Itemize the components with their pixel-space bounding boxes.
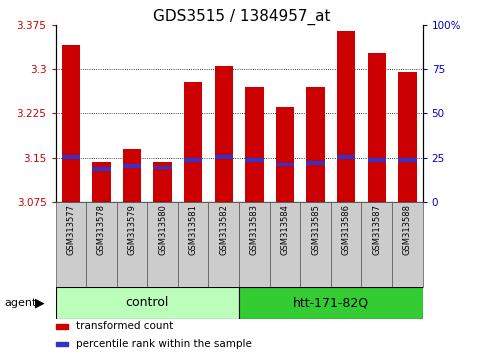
Text: GSM313579: GSM313579 [128, 204, 137, 255]
Text: GSM313588: GSM313588 [403, 204, 412, 255]
Bar [56, 342, 69, 346]
Bar [337, 31, 355, 202]
Text: GSM313585: GSM313585 [311, 204, 320, 255]
Bar [154, 166, 172, 169]
Bar [154, 162, 172, 202]
Bar [368, 52, 386, 202]
Bar [214, 155, 233, 159]
Text: transformed count: transformed count [76, 321, 173, 331]
Text: GSM313583: GSM313583 [250, 204, 259, 255]
Text: ▶: ▶ [35, 296, 44, 309]
Bar [270, 202, 300, 287]
Bar [56, 202, 86, 287]
Bar [92, 162, 111, 202]
Text: GSM313584: GSM313584 [281, 204, 289, 255]
Bar [56, 324, 69, 329]
Text: GSM313578: GSM313578 [97, 204, 106, 255]
Text: GSM313581: GSM313581 [189, 204, 198, 255]
Bar [368, 158, 386, 162]
Bar [184, 158, 202, 162]
Bar [214, 66, 233, 202]
Bar [123, 164, 141, 167]
Bar [337, 155, 355, 159]
Bar [147, 202, 178, 287]
Bar [300, 202, 331, 287]
Text: GSM313586: GSM313586 [341, 204, 351, 255]
Text: percentile rank within the sample: percentile rank within the sample [76, 339, 252, 349]
Bar [398, 158, 416, 162]
Bar [209, 202, 239, 287]
Bar [92, 167, 111, 171]
Bar [86, 202, 117, 287]
Bar [239, 202, 270, 287]
Bar [331, 202, 361, 287]
Text: GDS3515 / 1384957_at: GDS3515 / 1384957_at [153, 9, 330, 25]
Bar [361, 202, 392, 287]
Bar [245, 158, 264, 162]
Text: htt-171-82Q: htt-171-82Q [293, 296, 369, 309]
Bar [184, 82, 202, 202]
Bar [62, 45, 80, 202]
Bar [178, 202, 209, 287]
Bar [239, 287, 423, 319]
Bar [306, 87, 325, 202]
Text: GSM313580: GSM313580 [158, 204, 167, 255]
Text: GSM313582: GSM313582 [219, 204, 228, 255]
Text: GSM313577: GSM313577 [66, 204, 75, 255]
Bar [392, 202, 423, 287]
Text: control: control [126, 296, 169, 309]
Bar [276, 107, 294, 202]
Bar [117, 202, 147, 287]
Bar [276, 163, 294, 166]
Bar [245, 87, 264, 202]
Bar [306, 161, 325, 165]
Bar [62, 155, 80, 159]
Bar [123, 149, 141, 202]
Text: GSM313587: GSM313587 [372, 204, 381, 255]
Bar [398, 72, 416, 202]
Text: agent: agent [5, 298, 37, 308]
Bar [56, 287, 239, 319]
